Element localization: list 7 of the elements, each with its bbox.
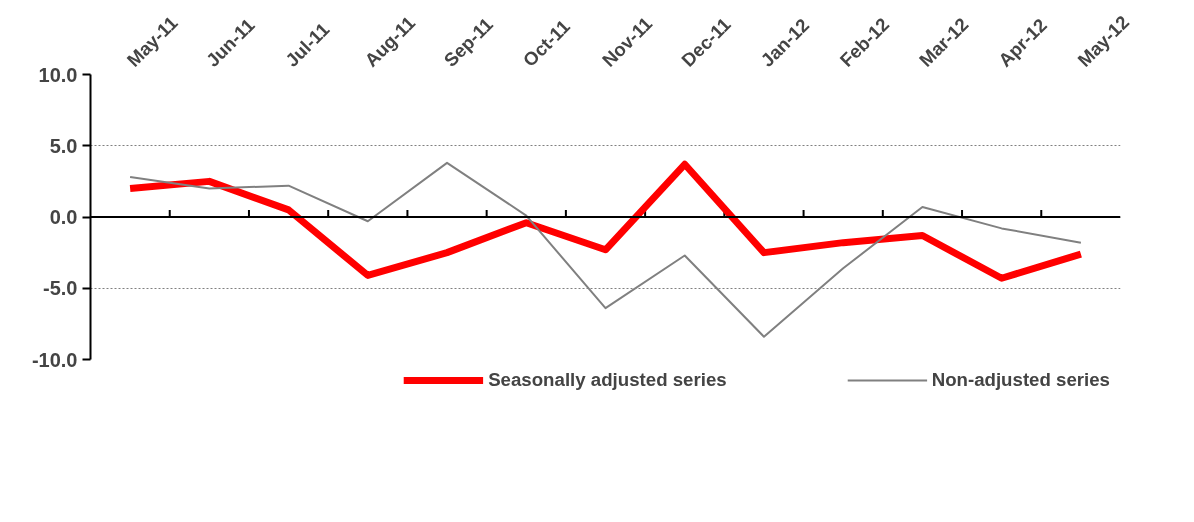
y-tick-label: 10.0 (38, 63, 78, 86)
y-tick-label: -5.0 (43, 277, 78, 300)
legend-label: Non-adjusted series (931, 369, 1110, 391)
y-tick-label: -10.0 (31, 348, 78, 371)
legend-label: Seasonally adjusted series (488, 369, 727, 391)
y-tick-label: 5.0 (49, 134, 78, 157)
y-tick-label: 0.0 (49, 206, 78, 228)
